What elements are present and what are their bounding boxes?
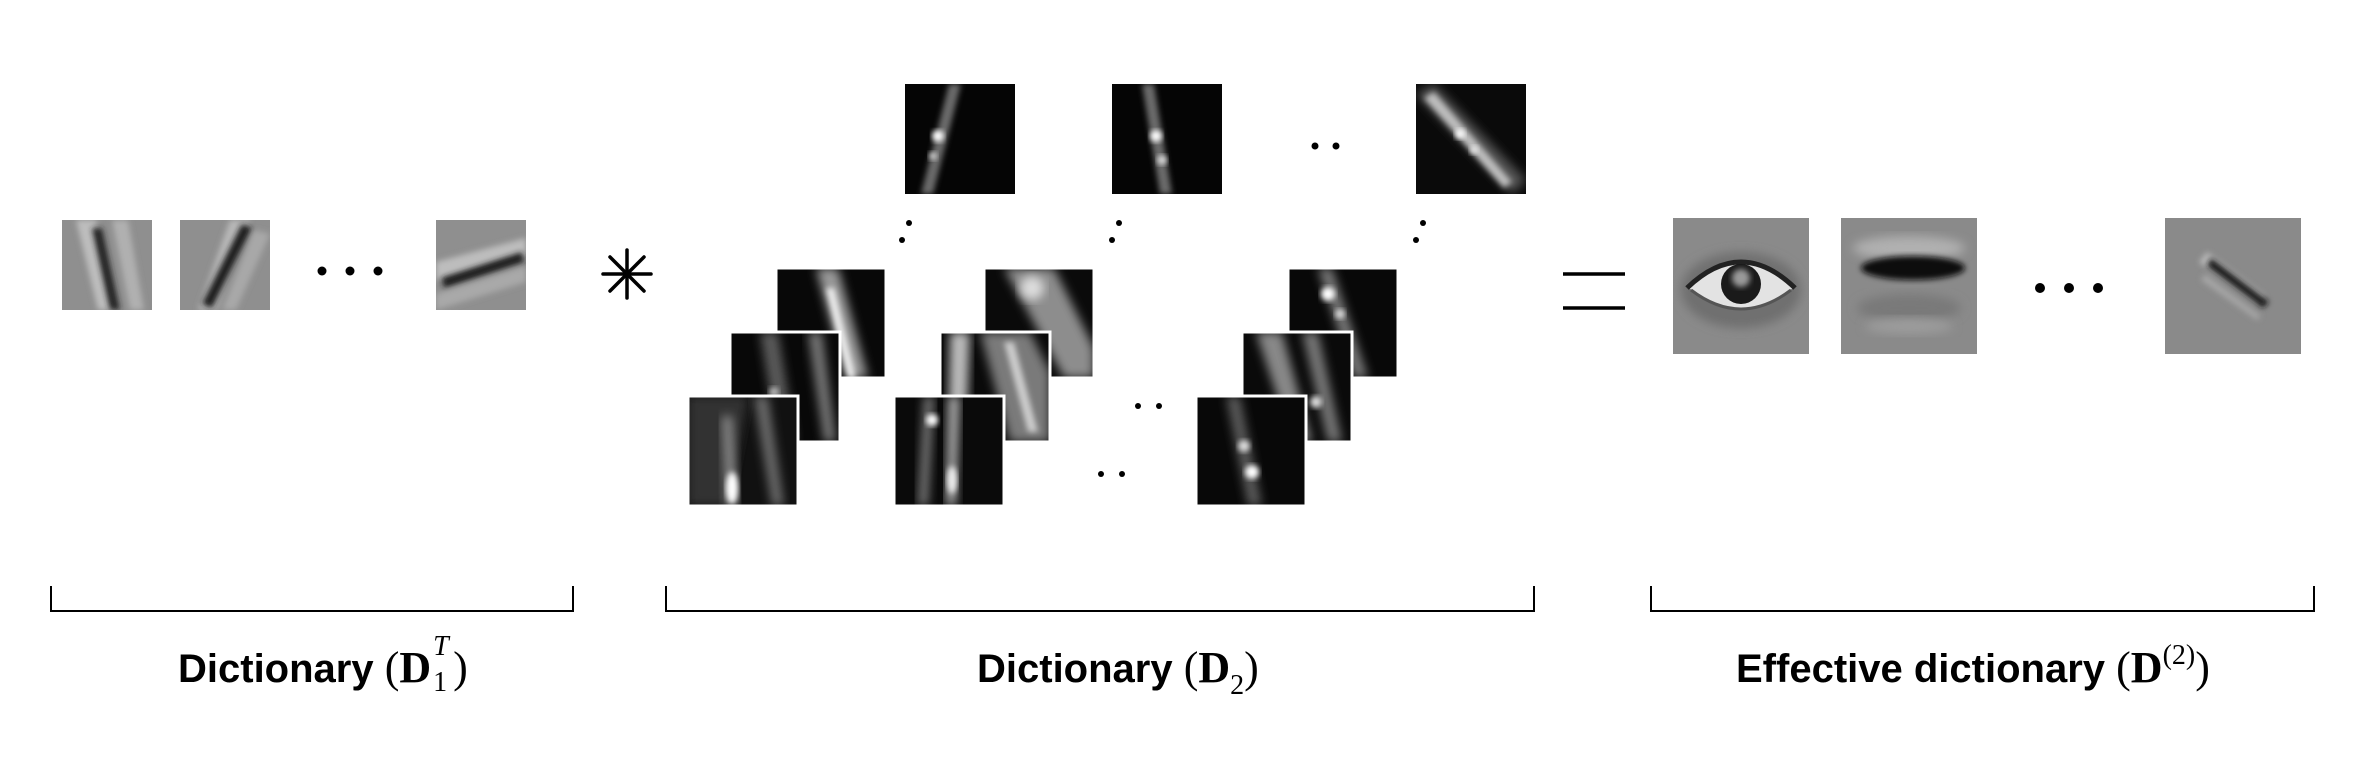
deff-bracket	[1650, 586, 2315, 612]
deff-label: Effective dictionary (D(2))	[1736, 640, 2210, 692]
deff-atom-1	[1673, 218, 1809, 354]
d2-top-atom-2	[1112, 84, 1222, 194]
d2-bottom-ellipsis	[1098, 471, 1125, 477]
deff-label-text: Effective dictionary	[1736, 647, 2106, 691]
deff-ellipsis	[2035, 283, 2103, 293]
d1t-label-text: Dictionary	[178, 647, 374, 691]
d2-stack-n	[1194, 266, 1400, 508]
d1t-sub: 1	[433, 667, 448, 699]
d2-stack-ellipsis-2	[1109, 220, 1122, 243]
d2-mid-ellipsis	[1135, 403, 1162, 409]
d1t-sup: T	[433, 631, 449, 663]
deff-atom-n	[2165, 218, 2301, 354]
equals-operator-icon	[1563, 272, 1625, 310]
deff-atom-2	[1841, 218, 1977, 354]
d2-label: Dictionary (D2)	[977, 643, 1259, 701]
d2-top-atom-n	[1416, 84, 1526, 194]
d2-stack-ellipsis-1	[899, 220, 912, 243]
d1t-ellipsis	[317, 266, 383, 276]
d1t-bracket	[50, 586, 574, 612]
d2-stack-2	[892, 266, 1096, 508]
deff-sup: (2)	[2162, 640, 2196, 671]
convolve-operator-icon	[601, 248, 653, 300]
d1t-atom-1	[62, 220, 152, 310]
d1t-symbol: D	[399, 643, 432, 692]
d2-sub: 2	[1230, 670, 1245, 701]
d2-top-ellipsis	[1311, 142, 1340, 150]
d2-symbol: D	[1198, 643, 1231, 692]
d2-bracket	[665, 586, 1535, 612]
d2-label-text: Dictionary	[977, 647, 1173, 691]
d1t-label: Dictionary (D T 1)	[178, 631, 468, 699]
d2-stack-ellipsis-3	[1413, 220, 1426, 243]
d2-stack-1	[686, 266, 888, 508]
d2-top-atom-1	[905, 84, 1015, 194]
d1t-atom-2	[180, 220, 270, 310]
d1t-atom-n	[436, 220, 526, 310]
deff-symbol: D	[2130, 643, 2163, 692]
